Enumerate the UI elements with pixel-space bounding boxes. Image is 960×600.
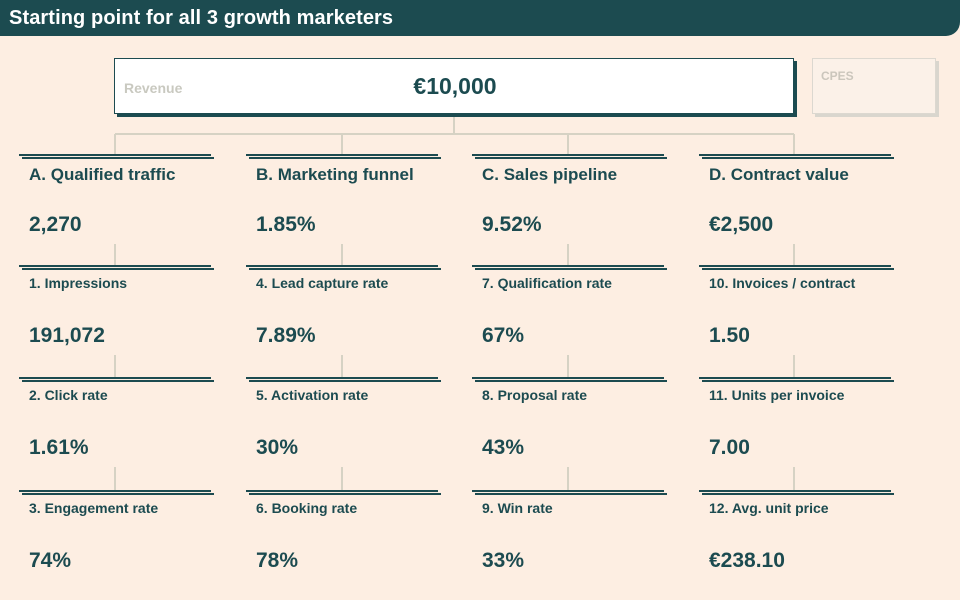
node-label: 7. Qualification rate	[482, 275, 612, 291]
node-label: 3. Engagement rate	[29, 500, 159, 516]
node-label: B. Marketing funnel	[256, 165, 414, 184]
page-title: Starting point for all 3 growth marketer…	[0, 0, 960, 36]
node-value: €2,500	[709, 213, 774, 236]
node-booking-rate: 6. Booking rate 78%	[246, 490, 438, 572]
node-label: C. Sales pipeline	[482, 165, 618, 184]
node-label: 9. Win rate	[482, 500, 553, 516]
revenue-node: Revenue €10,000	[114, 58, 794, 114]
node-label: D. Contract value	[709, 165, 849, 184]
node-proposal-rate: 8. Proposal rate 43%	[472, 377, 664, 459]
node-avg-unit-price: 12. Avg. unit price €238.10	[699, 490, 891, 572]
revenue-label: Revenue	[124, 80, 183, 96]
node-value: 9.52%	[482, 213, 542, 236]
node-label: 10. Invoices / contract	[709, 275, 856, 291]
node-value: 1.61%	[29, 436, 89, 459]
node-marketing-funnel: B. Marketing funnel 1.85%	[246, 154, 438, 236]
cpes-label: CPES	[821, 69, 854, 83]
node-value: 43%	[482, 436, 525, 459]
node-value: 30%	[256, 436, 299, 459]
node-value: 74%	[29, 549, 72, 572]
node-qualification-rate: 7. Qualification rate 67%	[472, 265, 664, 347]
revenue-value: €10,000	[413, 73, 497, 99]
node-value: 191,072	[29, 324, 105, 347]
node-label: 11. Units per invoice	[709, 387, 845, 403]
node-click-rate: 2. Click rate 1.61%	[19, 377, 211, 459]
node-value: 33%	[482, 549, 525, 572]
node-value: 1.85%	[256, 213, 316, 236]
node-label: 1. Impressions	[29, 275, 128, 291]
node-value: 2,270	[29, 213, 82, 236]
node-value: 67%	[482, 324, 525, 347]
node-sales-pipeline: C. Sales pipeline 9.52%	[472, 154, 664, 236]
node-impressions: 1. Impressions 191,072	[19, 265, 211, 347]
node-qualified-traffic: A. Qualified traffic 2,270	[19, 154, 211, 236]
node-value: 78%	[256, 549, 299, 572]
node-label: 4. Lead capture rate	[256, 275, 389, 291]
node-value: 7.00	[709, 436, 750, 459]
node-contract-value: D. Contract value €2,500	[699, 154, 891, 236]
node-label: 2. Click rate	[29, 387, 108, 403]
node-value: 7.89%	[256, 324, 316, 347]
node-label: 5. Activation rate	[256, 387, 369, 403]
node-units-per-invoice: 11. Units per invoice 7.00	[699, 377, 891, 459]
node-activation-rate: 5. Activation rate 30%	[246, 377, 438, 459]
node-label: 12. Avg. unit price	[709, 500, 829, 516]
node-label: 8. Proposal rate	[482, 387, 588, 403]
node-invoices-per-contract: 10. Invoices / contract 1.50	[699, 265, 891, 347]
cpes-node: CPES	[812, 58, 936, 114]
node-win-rate: 9. Win rate 33%	[472, 490, 664, 572]
node-label: 6. Booking rate	[256, 500, 358, 516]
node-value: 1.50	[709, 324, 750, 347]
node-value: €238.10	[709, 549, 785, 572]
node-lead-capture-rate: 4. Lead capture rate 7.89%	[246, 265, 438, 347]
node-engagement-rate: 3. Engagement rate 74%	[19, 490, 211, 572]
node-label: A. Qualified traffic	[29, 165, 176, 184]
